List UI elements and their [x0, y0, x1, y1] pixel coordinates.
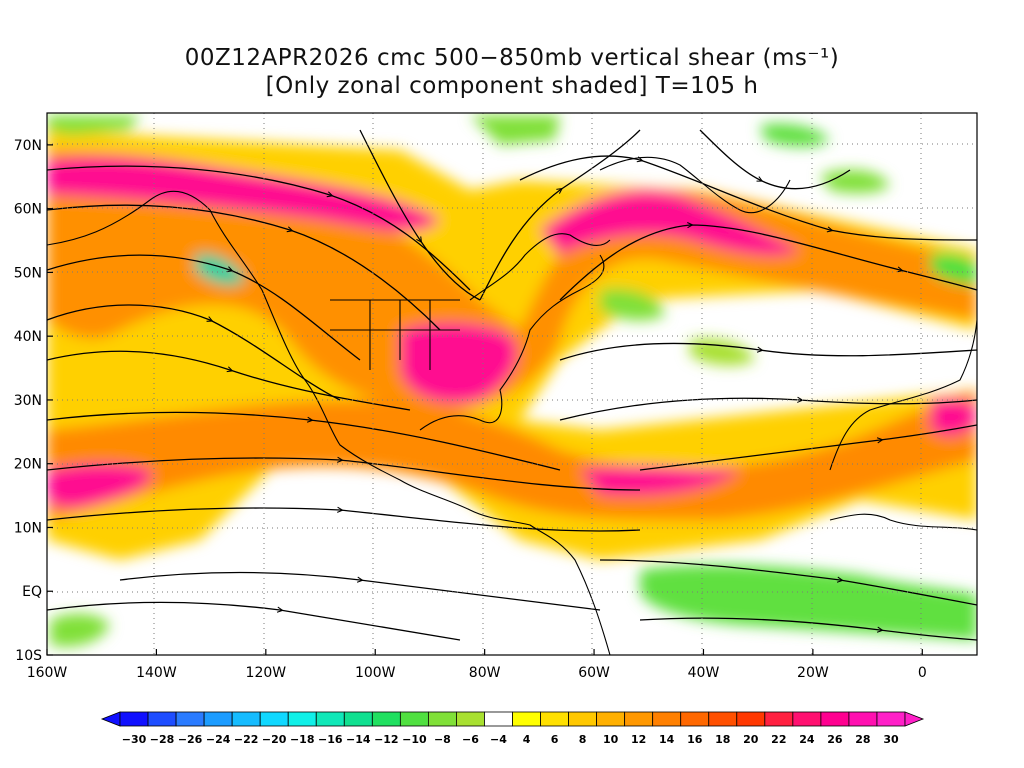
colorbar-label: 6: [551, 733, 559, 746]
colorbar-swatch: [764, 711, 794, 727]
colorbar-swatch: [540, 711, 569, 727]
colorbar-swatch: [343, 711, 373, 727]
map-title: 00Z12APR2026 cmc 500−850mb vertical shea…: [0, 44, 1024, 100]
colorbar-label: 10: [603, 733, 619, 746]
colorbar-label: 20: [743, 733, 759, 746]
colorbar-swatch: [315, 711, 345, 727]
lat-tick-label: 50N: [14, 265, 42, 281]
coastlines: [47, 156, 977, 655]
colorbar-swatch: [792, 711, 822, 727]
colorbar-min-arrow: [100, 711, 121, 727]
colorbar-label: 30: [883, 733, 899, 746]
colorbar-label: −4: [490, 733, 507, 746]
lat-tick-label: 60N: [14, 202, 42, 218]
colorbar-label: 18: [715, 733, 730, 746]
colorbar-swatch: [512, 711, 541, 727]
colorbar-label: −12: [374, 733, 399, 746]
lon-tick-label: 20W: [797, 665, 829, 681]
colorbar-swatch: [147, 711, 177, 727]
title-line-2: [Only zonal component shaded] T=105 h: [265, 73, 759, 99]
colorbar-label: −20: [262, 733, 287, 746]
colorbar-label: 16: [687, 733, 703, 746]
lon-tick-label: 120W: [246, 665, 287, 681]
colorbar-label: −28: [150, 733, 175, 746]
colorbar-swatch: [736, 711, 766, 727]
colorbar-swatch: [848, 711, 878, 727]
colorbar-swatch: [399, 711, 429, 727]
colorbar-swatch: [708, 711, 738, 727]
colorbar-swatch: [456, 711, 485, 727]
colorbar-label: −6: [462, 733, 479, 746]
longitude-axis: 160W 140W 120W 100W 80W 60W 40W 20W 0: [27, 649, 927, 681]
colorbar-swatch: [287, 711, 317, 727]
colorbar-label: 14: [659, 733, 675, 746]
colorbar-label: 12: [631, 733, 646, 746]
colorbar-label: −26: [178, 733, 203, 746]
map-frame: [46, 112, 978, 656]
lat-tick-label: 20N: [14, 457, 42, 473]
colorbar-label: 4: [523, 733, 531, 746]
lon-tick-label: 40W: [688, 665, 720, 681]
colorbar-label: −24: [206, 733, 231, 746]
colorbar-swatch: [624, 711, 654, 727]
plot-area: [47, 113, 977, 655]
colorbar-label: 28: [855, 733, 870, 746]
lon-tick-label: 60W: [578, 665, 610, 681]
lat-tick-label: 30N: [14, 393, 42, 409]
colorbar-swatch: [568, 711, 598, 727]
streamlines: [47, 129, 977, 641]
lat-tick-label: 10S: [15, 648, 42, 664]
colorbar-label: 8: [579, 733, 587, 746]
colorbar-swatch: [484, 711, 513, 727]
lon-tick-label: 160W: [27, 665, 68, 681]
lat-tick-label: 10N: [14, 520, 42, 536]
colorbar-swatch: [119, 711, 149, 727]
colorbar-label: −30: [122, 733, 147, 746]
colorbar-swatch: [876, 711, 906, 727]
colorbar-swatch: [680, 711, 710, 727]
colorbar-swatch: [259, 711, 289, 727]
lon-tick-label: 80W: [469, 665, 501, 681]
colorbar-swatch: [596, 711, 626, 727]
lon-tick-label: 140W: [136, 665, 177, 681]
colorbar-label: −18: [290, 733, 315, 746]
colorbar-swatch: [175, 711, 205, 727]
colorbar-swatch: [231, 711, 261, 727]
lon-tick-label: 0: [918, 665, 927, 681]
colorbar-label: −10: [402, 733, 427, 746]
colorbar-label: 24: [799, 733, 815, 746]
colorbar: −30 −28 −26 −24 −22 −20 −18 −16 −14 −12 −10 −8 −6 −4 4…: [100, 711, 925, 746]
colorbar-swatch: [427, 711, 457, 727]
colorbar-swatch: [203, 711, 233, 727]
colorbar-label: 22: [771, 733, 786, 746]
latitude-axis: 70N 60N 50N 40N 30N 20N 10N EQ 10S: [14, 138, 53, 664]
colorbar-label: −16: [318, 733, 343, 746]
lat-tick-label: 40N: [14, 329, 42, 345]
lon-tick-label: 100W: [355, 665, 396, 681]
lat-tick-label: 70N: [14, 138, 42, 154]
colorbar-swatch: [371, 711, 401, 727]
colorbar-label: −14: [346, 733, 371, 746]
lat-lon-grid: [47, 113, 977, 655]
colorbar-swatch: [652, 711, 682, 727]
colorbar-label: 26: [827, 733, 843, 746]
title-line-1: 00Z12APR2026 cmc 500−850mb vertical shea…: [184, 45, 840, 71]
colorbar-max-arrow: [904, 711, 925, 727]
lat-tick-label: EQ: [22, 584, 42, 600]
colorbar-label: −22: [234, 733, 259, 746]
colorbar-label: −8: [434, 733, 451, 746]
colorbar-swatch: [820, 711, 850, 727]
